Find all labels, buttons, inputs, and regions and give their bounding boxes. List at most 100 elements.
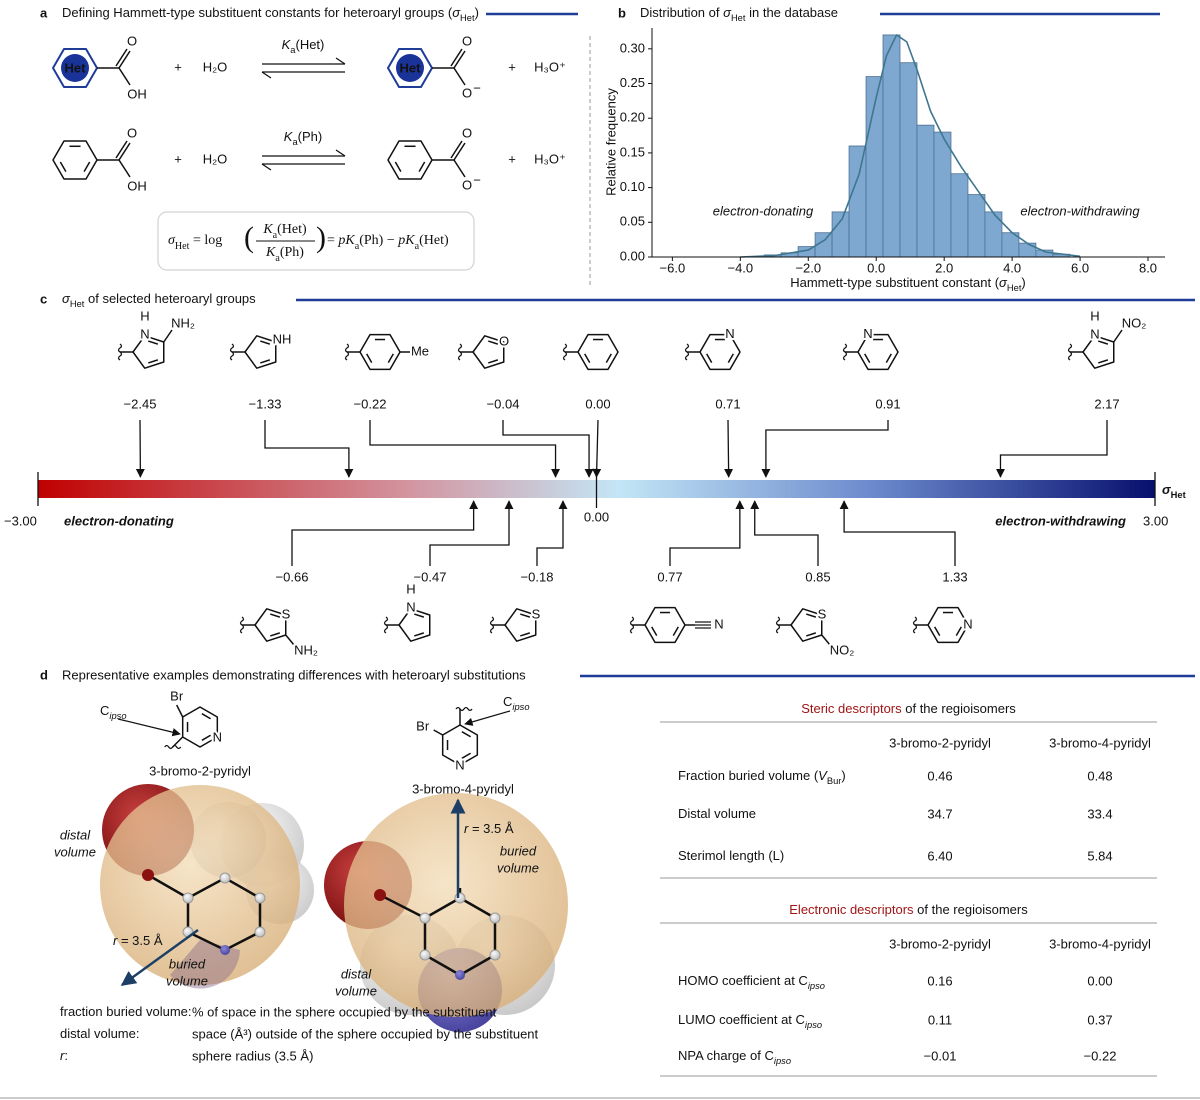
histogram-bar <box>1018 242 1037 258</box>
bond <box>453 142 466 161</box>
text-part: K <box>265 245 276 260</box>
table-cell: 33.4 <box>1087 806 1112 821</box>
atom-label: H <box>140 308 149 323</box>
group-value-label: 1.33 <box>942 569 967 584</box>
histogram-bar <box>831 211 850 258</box>
panel-letter: a <box>40 5 48 20</box>
attachment-wavy <box>344 343 350 361</box>
radius-label: r = 3.5 Å <box>113 933 163 948</box>
ring <box>52 140 98 180</box>
double-bond <box>270 613 281 618</box>
panel-letter: b <box>618 5 626 20</box>
text-part: σ <box>168 233 176 248</box>
ring <box>472 335 505 369</box>
definition-term: distal volume: <box>60 1026 139 1041</box>
charge: − <box>473 80 481 95</box>
atom-ball <box>182 892 194 904</box>
ring <box>387 47 433 89</box>
double-bond <box>148 340 159 345</box>
x-axis-label: Hammett-type substituent constant (σHet) <box>790 275 1026 293</box>
group-arrow <box>429 500 514 566</box>
table-cell: 5.84 <box>1087 848 1112 863</box>
group-arrow <box>536 500 568 566</box>
panel-letter: d <box>40 667 48 682</box>
text-part: of the regioisomers <box>914 902 1029 917</box>
text-part: Bur <box>827 776 842 786</box>
attachment-wavy <box>455 706 473 712</box>
model-label: volume <box>54 844 96 859</box>
atom-label: O <box>462 33 472 48</box>
het-label: Het <box>65 60 87 75</box>
structure-name: 3-bromo-2-pyridyl <box>149 763 251 778</box>
table-cell: −0.22 <box>1084 1048 1117 1063</box>
attachment-wavy <box>383 616 389 634</box>
atom-label: N <box>1090 326 1099 341</box>
bond <box>118 50 131 69</box>
group-value-label: −1.33 <box>249 396 282 411</box>
model-label: volume <box>335 983 377 998</box>
double-bond <box>394 161 402 173</box>
bond <box>285 634 295 646</box>
text-part: = log <box>189 233 222 248</box>
atom-label: N <box>725 326 734 341</box>
double-bond <box>201 713 211 720</box>
y-tick-label: 0.05 <box>620 214 645 229</box>
equilibrium-arrow <box>261 163 272 171</box>
atom-label: N <box>863 326 872 341</box>
text-part: (Ph) − <box>359 233 398 248</box>
plus-sign: + <box>508 151 516 166</box>
text-part: (Het) <box>277 222 307 237</box>
y-tick-label: 0.10 <box>620 179 645 194</box>
text-part: σ <box>723 5 732 20</box>
bond <box>821 634 831 646</box>
model-right <box>324 793 568 1032</box>
model-label: volume <box>166 973 208 988</box>
double-bond <box>414 632 425 637</box>
attachment-wavy <box>489 616 495 634</box>
table-cell: 0.46 <box>927 768 952 783</box>
double-bond <box>651 626 658 636</box>
text-part: Fraction buried volume ( <box>678 768 819 783</box>
double-bond <box>414 613 425 618</box>
radius-label: r = 3.5 Å <box>464 821 514 836</box>
density-curve <box>740 34 1081 258</box>
group-value-label: 0.85 <box>805 569 830 584</box>
double-bond <box>366 353 373 363</box>
group-value-label: 0.00 <box>585 396 610 411</box>
attachment-wavy <box>775 616 781 634</box>
scale-min-label: −3.00 <box>4 513 37 528</box>
text-part: Het <box>460 13 475 23</box>
atom-label: NH <box>273 331 292 346</box>
double-bond <box>605 353 612 363</box>
atom-label: OH <box>127 178 147 193</box>
model-left <box>100 784 314 989</box>
plus-sign: + <box>508 59 516 74</box>
ring <box>398 608 431 642</box>
x-tick-label: 6.0 <box>1071 260 1089 275</box>
scale-max-label: 3.00 <box>1143 513 1168 528</box>
table-cell: 6.40 <box>927 848 952 863</box>
y-tick-label: 0.30 <box>620 40 645 55</box>
group-value-label: −0.66 <box>276 569 309 584</box>
row-label: NPA charge of Cipso <box>678 1048 791 1066</box>
atom-label: N <box>406 599 415 614</box>
text-part: Het <box>175 241 190 252</box>
ring <box>132 335 165 369</box>
atom-ball <box>220 945 230 955</box>
double-bond <box>934 626 941 636</box>
text-part: Steric descriptors <box>801 701 902 716</box>
atom-ball <box>419 912 431 924</box>
group-arrow <box>369 420 561 478</box>
group-arrow <box>669 500 745 566</box>
equation-denominator: Ka(Ph) <box>265 245 304 264</box>
equation-numerator: Ka(Het) <box>262 222 307 241</box>
histogram-bar <box>950 173 969 258</box>
text-part: fraction buried volume: <box>60 1004 192 1019</box>
bond <box>176 704 184 718</box>
attachment-wavy <box>1067 343 1073 361</box>
atom-label: O <box>462 177 472 192</box>
text-part: Defining Hammett-type substituent consta… <box>62 5 453 20</box>
text-part: ) <box>1021 275 1025 290</box>
double-bond <box>727 353 734 363</box>
model-label: distal <box>60 827 91 842</box>
